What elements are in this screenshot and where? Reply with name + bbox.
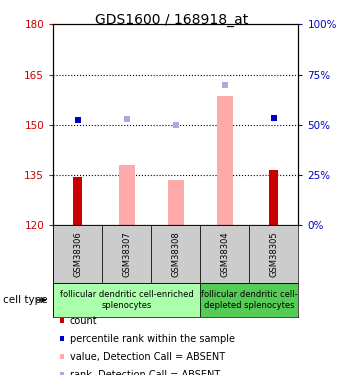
Text: GSM38307: GSM38307 — [122, 231, 131, 277]
Bar — [53, 283, 200, 317]
Bar — [102, 225, 151, 283]
Bar — [249, 225, 298, 283]
Text: GDS1600 / 168918_at: GDS1600 / 168918_at — [95, 13, 248, 27]
Text: value, Detection Call = ABSENT: value, Detection Call = ABSENT — [70, 352, 225, 362]
Text: rank, Detection Call = ABSENT: rank, Detection Call = ABSENT — [70, 370, 220, 375]
Text: GSM38306: GSM38306 — [73, 231, 82, 277]
Bar — [217, 96, 233, 225]
Text: count: count — [70, 316, 97, 326]
Bar — [73, 177, 82, 225]
Text: follicular dendritic cell-enriched
splenocytes: follicular dendritic cell-enriched splen… — [60, 290, 193, 310]
Text: cell type: cell type — [3, 295, 48, 305]
Bar — [270, 170, 278, 225]
Text: GSM38304: GSM38304 — [220, 231, 229, 277]
Text: GSM38305: GSM38305 — [269, 231, 279, 277]
Text: GSM38308: GSM38308 — [171, 231, 180, 277]
Bar — [151, 225, 200, 283]
Bar — [53, 225, 102, 283]
Bar — [168, 180, 184, 225]
Bar — [200, 225, 249, 283]
Text: percentile rank within the sample: percentile rank within the sample — [70, 334, 235, 344]
Text: follicular dendritic cell-
depleted splenocytes: follicular dendritic cell- depleted sple… — [201, 290, 298, 310]
Bar — [119, 165, 134, 225]
Bar — [200, 283, 298, 317]
